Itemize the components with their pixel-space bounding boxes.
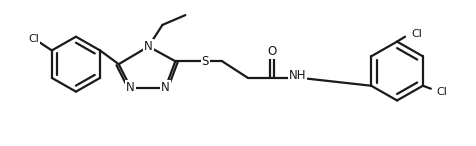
Text: S: S: [201, 55, 209, 68]
Text: N: N: [161, 81, 170, 94]
Text: O: O: [267, 45, 277, 58]
Text: NH: NH: [289, 69, 307, 82]
Text: Cl: Cl: [29, 34, 40, 44]
Text: N: N: [126, 81, 135, 94]
Text: Cl: Cl: [437, 87, 448, 97]
Text: N: N: [144, 40, 153, 53]
Text: Cl: Cl: [411, 29, 422, 39]
